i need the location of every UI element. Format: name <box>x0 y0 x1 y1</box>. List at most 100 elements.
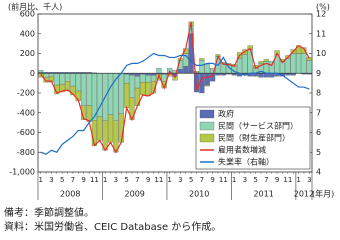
note: 備考：季節調整値。 <box>4 206 94 219</box>
bar <box>156 68 162 74</box>
bar <box>124 82 130 108</box>
bar <box>102 120 108 151</box>
year-label: 2010 <box>189 190 209 199</box>
legend-label: 政府 <box>218 109 234 119</box>
bar <box>306 60 312 74</box>
bar <box>140 74 146 83</box>
x-tick-label: 1 <box>167 176 171 184</box>
y-tick-label: 600 <box>20 10 35 19</box>
bar <box>199 58 205 61</box>
bar <box>59 73 65 85</box>
year-label: 2012 <box>294 190 314 199</box>
bar <box>86 73 92 106</box>
y-tick-label: -600 <box>17 128 35 137</box>
bar <box>91 120 97 146</box>
legend-label: 民間（財生産部門） <box>218 133 290 143</box>
x-tick-label: 1 <box>296 176 300 184</box>
bar <box>296 53 302 74</box>
bar <box>290 53 296 74</box>
bar <box>54 84 60 95</box>
y2-tick-label: 11 <box>316 29 326 38</box>
y-tick-label: -400 <box>17 108 35 117</box>
bar <box>43 73 49 78</box>
y-tick-label: -1,000 <box>9 168 35 177</box>
legend-swatch <box>199 121 215 131</box>
x-tick-label: 5 <box>253 176 257 184</box>
year-label: 2008 <box>60 190 80 199</box>
bar <box>263 59 269 62</box>
bar <box>204 73 210 86</box>
bar <box>242 54 248 74</box>
legend-label: 失業率（右軸） <box>218 157 274 167</box>
bar <box>81 73 87 106</box>
bar <box>75 73 81 92</box>
bar <box>134 76 140 89</box>
x-tick-label: 7 <box>200 176 204 184</box>
y2-tick-label: 8 <box>316 89 321 98</box>
bar <box>81 105 87 120</box>
x-axis-title: (年月) <box>312 189 334 199</box>
bar <box>124 74 130 84</box>
bar <box>48 73 54 77</box>
x-tick-label: 3 <box>178 176 182 184</box>
bar <box>107 73 114 115</box>
bar <box>167 74 173 77</box>
bar <box>145 75 151 83</box>
x-tick-label: 7 <box>264 176 268 184</box>
bar <box>64 73 71 82</box>
year-label: 2009 <box>125 190 145 199</box>
y-tick-label: 200 <box>20 49 35 58</box>
bar <box>258 61 264 64</box>
x-tick-label: 9 <box>210 176 214 184</box>
legend-swatch <box>199 109 215 119</box>
y2-tick-label: 6 <box>316 128 321 137</box>
legend-label: 雇用者数増減 <box>218 145 266 155</box>
x-tick-label: 5 <box>189 176 193 184</box>
x-tick-label: 1 <box>232 176 236 184</box>
y2-tick-label: 12 <box>316 10 326 19</box>
bar <box>236 58 243 74</box>
bar <box>70 85 76 96</box>
y-tick-label: -800 <box>17 148 35 157</box>
y-tick-label: 0 <box>30 69 35 78</box>
x-tick-label: 1 <box>103 176 107 184</box>
y2-axis-title: (%) <box>316 3 330 12</box>
bar <box>177 69 183 74</box>
x-tick-label: 1 <box>38 176 42 184</box>
bar <box>269 61 275 74</box>
bar <box>204 64 210 74</box>
bar <box>129 75 135 99</box>
y-tick-label: -200 <box>17 89 35 98</box>
y2-tick-label: 4 <box>316 168 321 177</box>
x-tick-label: 5 <box>124 176 128 184</box>
bar <box>97 116 103 141</box>
x-tick-label: 11 <box>283 176 292 184</box>
x-tick-label: 3 <box>114 176 118 184</box>
legend-label: 民間（サービス部門） <box>218 121 298 131</box>
y2-tick-label: 9 <box>316 69 321 78</box>
x-tick-label: 3 <box>49 176 53 184</box>
bar <box>70 73 76 87</box>
x-tick-label: 9 <box>275 176 279 184</box>
bar <box>107 114 114 143</box>
bar <box>150 75 157 82</box>
y2-tick-label: 7 <box>316 108 321 117</box>
bar <box>301 47 307 54</box>
bar <box>113 73 119 121</box>
x-tick-label: 5 <box>60 176 64 184</box>
bar <box>258 73 264 78</box>
bar <box>140 81 146 96</box>
bar <box>161 74 167 82</box>
bar <box>59 83 65 93</box>
bar <box>64 81 71 92</box>
bar <box>38 70 44 73</box>
x-tick-label: 9 <box>81 176 85 184</box>
bar <box>113 120 119 153</box>
x-tick-label: 9 <box>146 176 150 184</box>
bar <box>43 77 49 83</box>
line <box>40 52 310 155</box>
x-tick-label: 11 <box>219 176 228 184</box>
y-axis-title: (前月比、千人) <box>8 2 62 12</box>
bar <box>134 73 140 77</box>
